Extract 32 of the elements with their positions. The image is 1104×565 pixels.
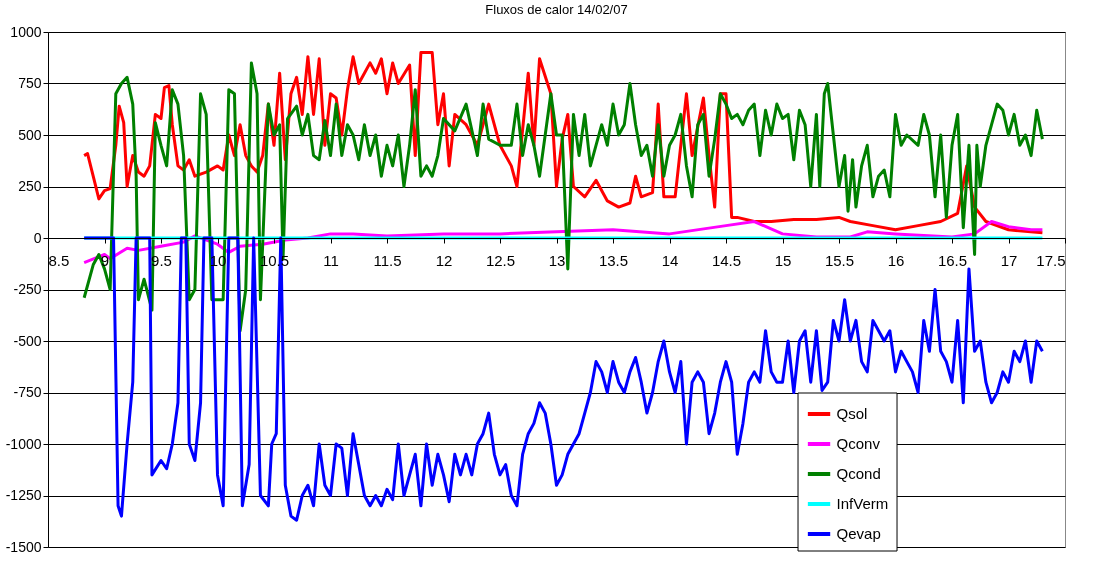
x-tick-label: 14.5 bbox=[711, 251, 742, 269]
y-tick-label: -1500 bbox=[5, 538, 42, 555]
x-tick-label: 8.5 bbox=[48, 251, 70, 269]
y-tick-label: 500 bbox=[18, 126, 42, 143]
x-tick-label: 16 bbox=[887, 251, 905, 269]
legend-label: Qevap bbox=[836, 525, 881, 542]
y-tick-label: -500 bbox=[13, 332, 42, 349]
legend-label: InfVerm bbox=[836, 495, 889, 512]
chart-title: Fluxos de calor 14/02/07 bbox=[485, 2, 628, 17]
y-tick-label: -250 bbox=[13, 281, 42, 297]
y-tick-label: 1000 bbox=[10, 23, 42, 40]
y-tick-label: 750 bbox=[18, 75, 42, 91]
x-tick-label: 11.5 bbox=[373, 251, 402, 269]
y-tick-label: -1250 bbox=[5, 487, 42, 503]
x-tick-label: 16.5 bbox=[937, 251, 968, 269]
y-tick-label: -750 bbox=[13, 384, 42, 400]
x-tick-label: 15 bbox=[774, 251, 792, 269]
y-tick-label: -1000 bbox=[5, 435, 42, 452]
x-tick-label: 14 bbox=[661, 251, 679, 269]
x-tick-label: 17 bbox=[1000, 251, 1018, 269]
x-tick-label: 13.5 bbox=[598, 251, 629, 269]
x-tick-label: 15.5 bbox=[824, 251, 855, 269]
x-tick-label: 11 bbox=[323, 251, 339, 269]
legend-label: Qsol bbox=[836, 405, 868, 422]
legend-label: Qcond bbox=[836, 465, 881, 482]
y-tick-label: 250 bbox=[18, 178, 42, 194]
x-tick-label: 12 bbox=[435, 251, 453, 269]
x-tick-label: 13 bbox=[548, 251, 566, 269]
x-tick-label: 12.5 bbox=[485, 251, 516, 269]
legend-label: Qconv bbox=[836, 435, 881, 452]
y-tick-label: 0 bbox=[33, 229, 42, 246]
x-tick-label: 17.5 bbox=[1036, 251, 1066, 269]
